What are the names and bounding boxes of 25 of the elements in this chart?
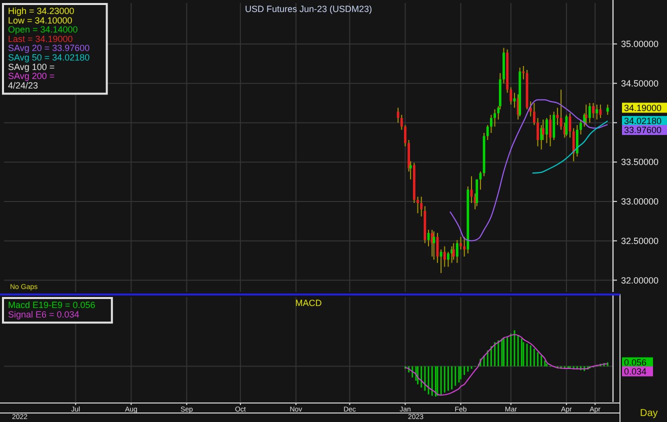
- data-label: 34.02180: [624, 116, 662, 126]
- text: Signal E6 = 0.034: [8, 309, 80, 320]
- annotation: Last = 34.19000: [8, 34, 73, 44]
- y-tick-label: 32.00000: [621, 275, 659, 286]
- annotation: Low = 34.10000: [8, 15, 72, 26]
- y-tick-label: 33.00000: [621, 196, 659, 207]
- y-tick-label: 32.50000: [621, 236, 659, 246]
- text: 0.056: [624, 357, 647, 368]
- annotation: 34.19000: [624, 102, 662, 113]
- y-tick-label: 34.50000: [621, 78, 659, 88]
- text: 0.034: [624, 366, 647, 376]
- annotation: SAvg 100 =: [8, 62, 55, 72]
- annotation: SAvg 50 = 34.02180: [8, 52, 90, 62]
- annotation: SAvg 20 = 33.97600: [8, 43, 90, 54]
- chart-title: MACD: [295, 298, 322, 308]
- y-tick-label: 35.00000: [621, 39, 659, 50]
- y-tick-label: 33.50000: [621, 157, 659, 168]
- data-label: 33.97600: [624, 125, 662, 136]
- annotation: SAvg 200 =: [8, 71, 55, 82]
- chart-title: USD Futures Jun-23 (USDM23): [244, 4, 372, 14]
- text: Macd E19-E9 = 0.056: [8, 300, 96, 310]
- annotation: High = 34.23000: [8, 6, 74, 16]
- annotation: 4/24/23: [8, 80, 38, 90]
- annotation: Open = 34.14000: [8, 24, 78, 35]
- text: Day: [640, 408, 658, 419]
